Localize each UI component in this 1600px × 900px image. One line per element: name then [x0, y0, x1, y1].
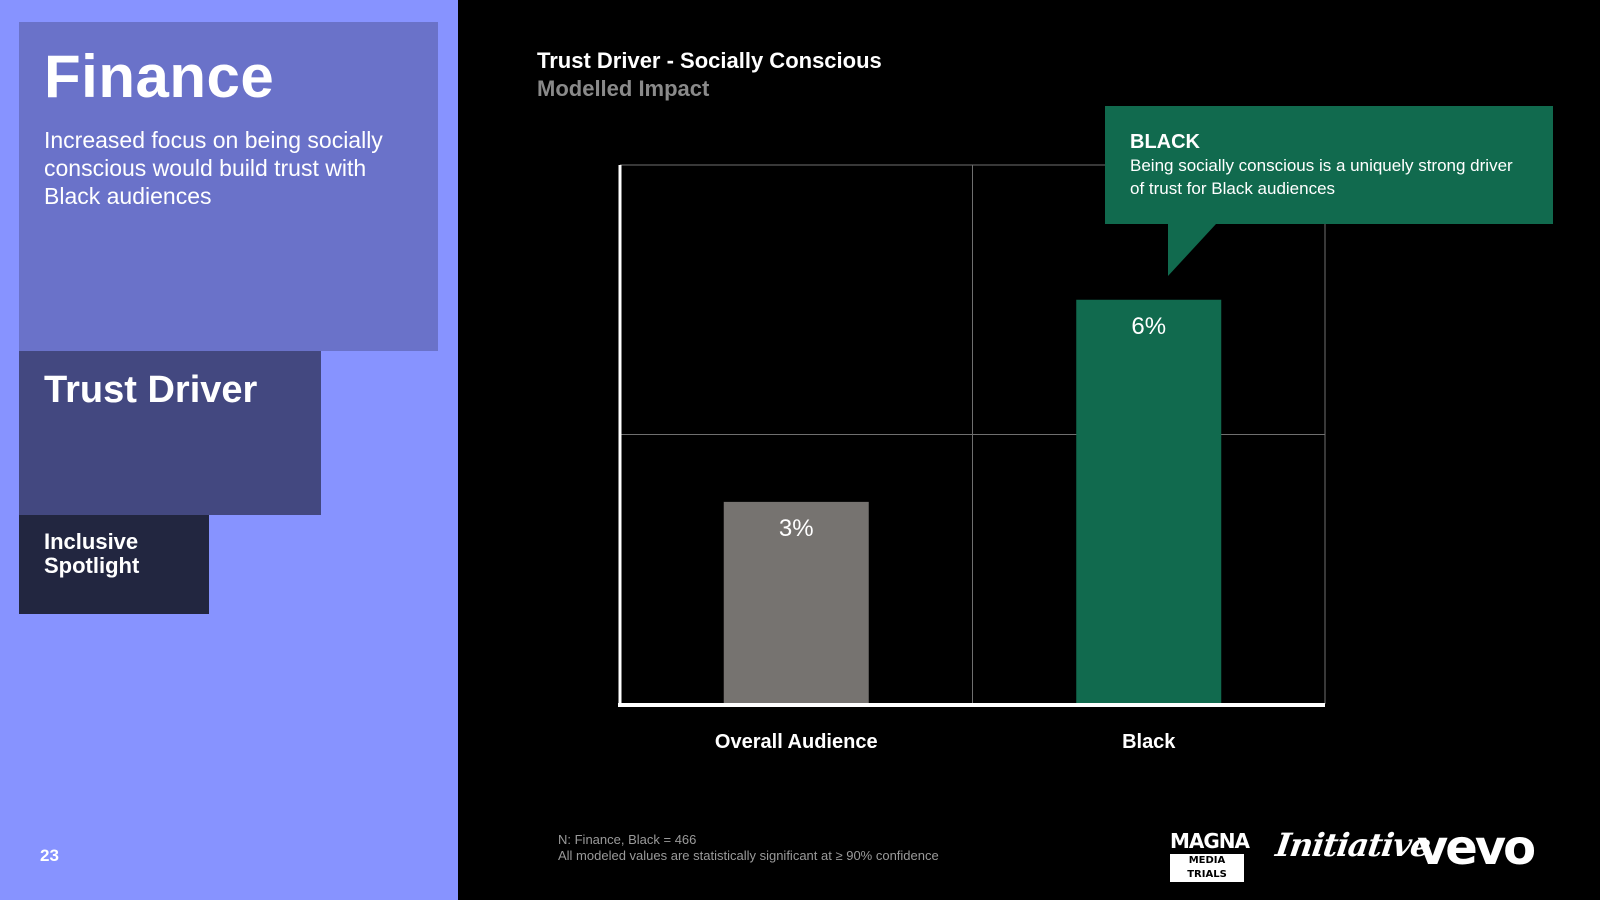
chart-subtitle: Modelled Impact: [537, 76, 710, 101]
magna-logo-subtext: MEDIA TRIALS: [1170, 854, 1244, 882]
page-title: Finance: [44, 43, 275, 110]
x-tick-label-0: Overall Audience: [715, 731, 878, 753]
callout-box: BLACK Being socially conscious is a uniq…: [1105, 106, 1553, 224]
x-tick-label-1: Black: [1122, 731, 1176, 753]
tag-label: Inclusive Spotlight: [44, 529, 140, 578]
logo-bar: MAGNA MEDIA TRIALS Initiative vevo: [1168, 820, 1568, 882]
section-title: Trust Driver: [44, 369, 258, 411]
callout-heading: BLACK: [1130, 131, 1200, 153]
tag-card: Inclusive Spotlight: [19, 515, 209, 614]
callout-pointer: [1168, 224, 1216, 276]
bar-value-label-0: 3%: [779, 515, 814, 542]
callout-body: Being socially conscious is a uniquely s…: [1130, 156, 1513, 198]
finance-card: Finance Increased focus on being sociall…: [19, 22, 438, 351]
footnote: N: Finance, Black = 466 All modeled valu…: [558, 832, 939, 864]
bar-1: [1076, 299, 1222, 704]
magna-logo-text: MAGNA: [1170, 829, 1250, 853]
bar-0: [723, 501, 869, 704]
chart-title: Trust Driver - Socially Conscious: [537, 48, 882, 73]
page-number: 23: [40, 846, 59, 865]
page-description: Increased focus on being socially consci…: [44, 127, 383, 209]
magna-logo: MAGNA MEDIA TRIALS: [1170, 830, 1250, 882]
section-card: Trust Driver: [19, 351, 321, 515]
footnote-sample: N: Finance, Black = 466: [558, 832, 697, 847]
bar-value-label-1: 6%: [1131, 313, 1166, 340]
footnote-significance: All modeled values are statistically sig…: [558, 848, 939, 863]
vevo-logo: vevo: [1417, 820, 1536, 876]
initiative-logo: Initiative: [1273, 826, 1433, 864]
